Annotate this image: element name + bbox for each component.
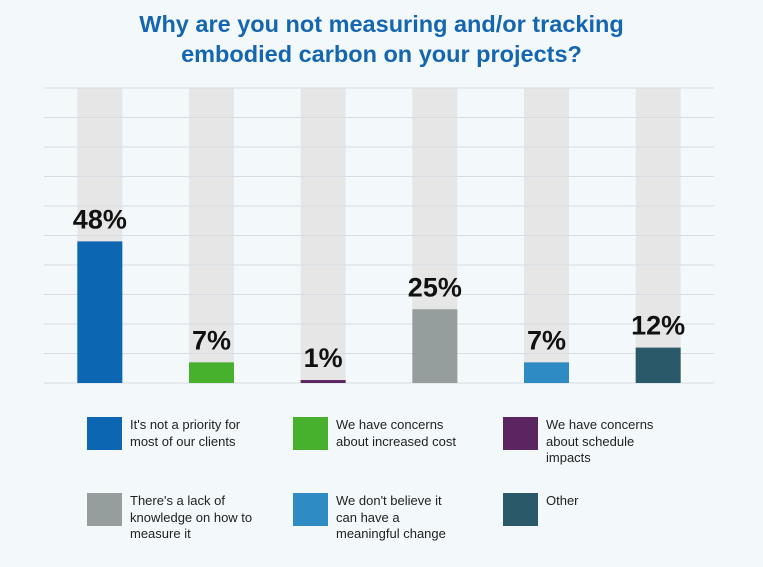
data-label: 7% <box>527 325 566 355</box>
chart-title-line-1: Why are you not measuring and/or trackin… <box>139 11 624 37</box>
bar <box>635 347 681 383</box>
bar <box>77 241 123 383</box>
data-label: 48% <box>73 204 127 234</box>
bar <box>189 362 234 383</box>
chart-title-line-2: embodied carbon on your projects? <box>181 41 582 67</box>
bar <box>524 362 569 383</box>
data-label: 12% <box>631 311 685 341</box>
chart-title: Why are you not measuring and/or trackin… <box>0 9 763 69</box>
data-label: 7% <box>192 325 231 355</box>
data-label: 25% <box>408 272 462 302</box>
bar <box>412 309 458 383</box>
data-label: 1% <box>304 343 343 373</box>
bar <box>300 380 346 383</box>
